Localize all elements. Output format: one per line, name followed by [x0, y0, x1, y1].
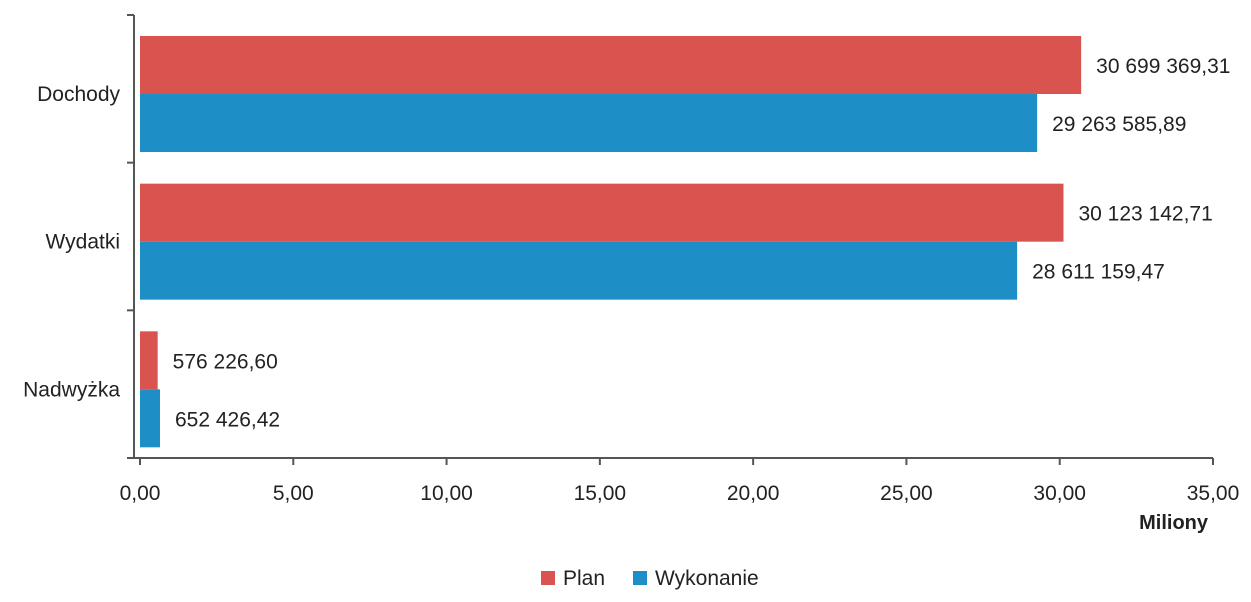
x-tick-label: 10,00 — [420, 482, 473, 505]
x-axis-unit-label: Miliony — [1139, 512, 1209, 534]
bar-value-label: 30 699 369,31 — [1096, 55, 1230, 78]
legend: Plan Wykonanie — [541, 567, 759, 590]
axes: 0,00 5,00 10,00 15,00 20,00 25,00 30,00 35,00 Mi… — [23, 14, 1240, 534]
x-tick-label: 5,00 — [273, 482, 314, 505]
legend-swatch — [633, 571, 647, 585]
bar-wykonanie — [140, 94, 1038, 152]
bar-plan — [140, 183, 1064, 242]
legend-label: Plan — [563, 567, 605, 590]
legend-swatch — [541, 571, 555, 585]
bars — [140, 36, 1082, 448]
bar-plan — [140, 36, 1082, 94]
category-label: Nadwyżka — [23, 378, 120, 401]
x-tick-label: 20,00 — [727, 482, 780, 505]
bar-value-label: 652 426,42 — [175, 408, 280, 431]
category-label: Dochody — [37, 83, 120, 106]
bar-value-label: 29 263 585,89 — [1052, 113, 1186, 136]
x-tick-label: 15,00 — [574, 482, 627, 505]
bar-wykonanie — [140, 389, 161, 448]
x-tick-label: 35,00 — [1187, 482, 1240, 505]
bar-value-label: 28 611 159,47 — [1032, 261, 1165, 284]
bar-wykonanie — [140, 241, 1018, 300]
category-label: Wydatki — [46, 231, 121, 254]
bar-plan — [140, 331, 158, 390]
x-tick-label: 0,00 — [120, 482, 161, 505]
legend-label: Wykonanie — [655, 567, 759, 590]
bar-value-label: 576 226,60 — [173, 350, 278, 373]
data-labels: 30 699 369,31 30 123 142,71 576 226,60 29 2… — [173, 55, 1231, 431]
x-tick-label: 30,00 — [1033, 482, 1086, 505]
bar-value-label: 30 123 142,71 — [1078, 203, 1212, 226]
x-tick-label: 25,00 — [880, 482, 933, 505]
